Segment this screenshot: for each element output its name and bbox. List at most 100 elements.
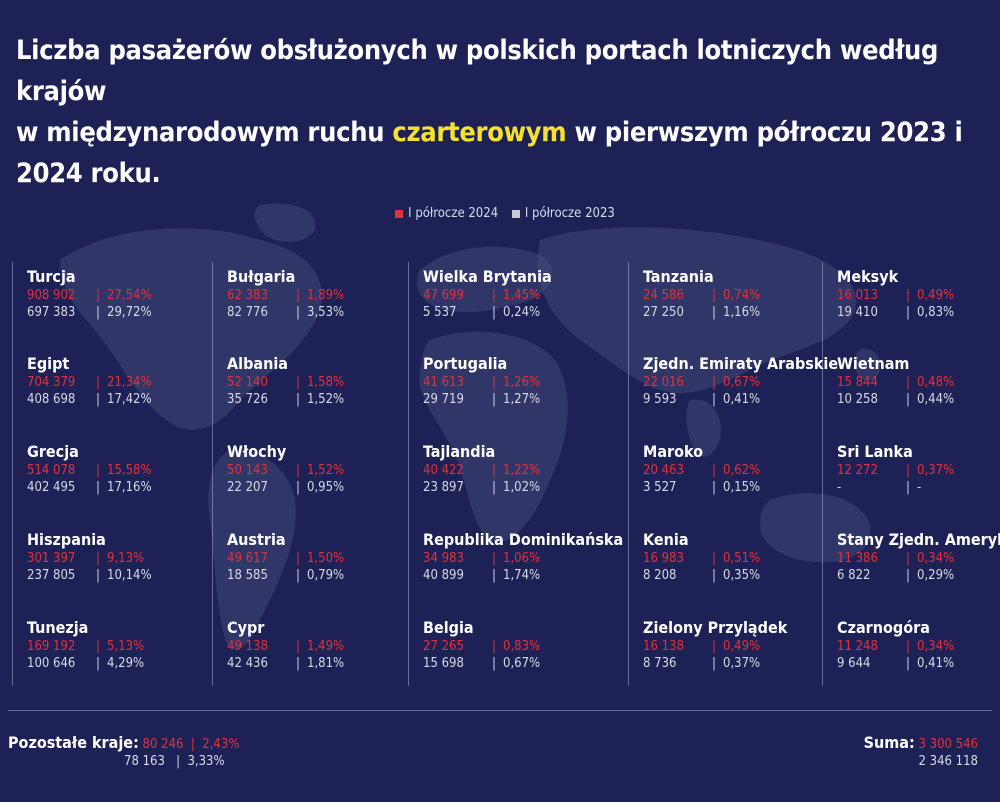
separator: |	[712, 288, 716, 303]
separator: |	[296, 288, 300, 303]
value-2023: 8 736	[643, 656, 677, 671]
row-2023: 35 726 | 1,52%	[227, 391, 417, 408]
value-2023: 3 527	[643, 480, 677, 495]
row-2023: 10 258 | 0,44%	[837, 391, 1000, 408]
country-column: Bułgaria 62 383 | 1,89% 82 776 | 3,53% Albania 5…	[212, 262, 407, 686]
country-entry: Bułgaria 62 383 | 1,89% 82 776 | 3,53%	[227, 267, 417, 321]
country-name: Austria	[227, 530, 286, 549]
country-name: Albania	[227, 354, 288, 373]
row-2023: 9 644 | 0,41%	[837, 655, 1000, 672]
country-entry: Włochy 50 143 | 1,52% 22 207 | 0,95%	[227, 442, 417, 496]
row-2024: 15 844 | 0,48%	[837, 374, 1000, 391]
separator: |	[296, 568, 300, 583]
row-2024: 62 383 | 1,89%	[227, 287, 417, 304]
percent-2023: 0,35%	[723, 568, 761, 583]
separator: |	[712, 480, 716, 495]
row-2023: 15 698 | 0,67%	[423, 655, 613, 672]
page-title: Liczba pasażerów obsłużonych w polskich …	[16, 30, 986, 194]
separator: |	[712, 463, 716, 478]
country-entry: Tunezja 169 192 | 5,13% 100 646 | 4,29%	[27, 618, 217, 672]
percent-2023: 0,37%	[723, 656, 761, 671]
percent-2024: 1,22%	[503, 463, 541, 478]
percent-2024: 0,74%	[723, 288, 761, 303]
country-name: Zielony Przylądek	[643, 618, 788, 637]
row-2024: 27 265 | 0,83%	[423, 638, 613, 655]
separator: |	[296, 375, 300, 390]
value-2023: 10 258	[837, 392, 878, 407]
value-2023: 237 805	[27, 568, 76, 583]
value-2023: 9 593	[643, 392, 677, 407]
country-column: Tanzania 24 586 | 0,74% 27 250 | 1,16% Zjedn. E…	[628, 262, 838, 686]
row-2023: 29 719 | 1,27%	[423, 391, 613, 408]
value-2023: 6 822	[837, 568, 871, 583]
row-2023: 100 646 | 4,29%	[27, 655, 217, 672]
percent-2024: 1,49%	[307, 639, 345, 654]
total-summary: Suma: 3 300 546 2 346 118	[864, 734, 978, 770]
row-2024: 908 902 | 27,54%	[27, 287, 217, 304]
world-map-background	[60, 203, 881, 650]
percent-2023: 4,29%	[107, 656, 145, 671]
percent-2024: 0,67%	[723, 375, 761, 390]
other-countries-summary: Pozostałe kraje: 80 246 | 2,43% 78 163 |…	[8, 734, 239, 770]
country-entry: Tajlandia 40 422 | 1,22% 23 897 | 1,02%	[423, 442, 613, 496]
title-line-2-b: w pierwszym półroczu 2023 i 2024 roku.	[16, 117, 963, 189]
separator: |	[906, 656, 910, 671]
row-2024: 52 140 | 1,58%	[227, 374, 417, 391]
percent-2023: 0,44%	[917, 392, 955, 407]
row-2024: 16 138 | 0,49%	[643, 638, 833, 655]
country-entry: Republika Dominikańska 34 983 | 1,06% 40 899…	[423, 530, 623, 584]
country-column: Meksyk 16 013 | 0,49% 19 410 | 0,83% Wietnam 15 …	[822, 262, 1000, 686]
chart-legend: I półrocze 2024 I półrocze 2023	[0, 206, 1000, 221]
separator: |	[906, 463, 910, 478]
percent-2024: 1,58%	[307, 375, 345, 390]
value-2023: 29 719	[423, 392, 464, 407]
country-entry: Zielony Przylądek 16 138 | 0,49% 8 736 | 0,37%	[643, 618, 833, 672]
percent-2023: 1,02%	[503, 480, 541, 495]
separator: |	[906, 305, 910, 320]
row-2023: 18 585 | 0,79%	[227, 567, 417, 584]
other-separator: |	[187, 737, 199, 752]
value-2023: 40 899	[423, 568, 464, 583]
value-2024: 49 138	[227, 639, 268, 654]
value-2024: 15 844	[837, 375, 878, 390]
percent-2024: 15,58%	[107, 463, 152, 478]
value-2024: 169 192	[27, 639, 76, 654]
separator: |	[906, 551, 910, 566]
country-name: Bułgaria	[227, 267, 296, 286]
country-entry: Portugalia 41 613 | 1,26% 29 719 | 1,27%	[423, 354, 613, 408]
country-name: Kenia	[643, 530, 689, 549]
value-2024: 24 586	[643, 288, 684, 303]
percent-2023: 0,29%	[917, 568, 955, 583]
value-2023: 402 495	[27, 480, 76, 495]
country-name: Portugalia	[423, 354, 508, 373]
separator: |	[296, 656, 300, 671]
country-name: Tajlandia	[423, 442, 496, 461]
value-2023: 100 646	[27, 656, 76, 671]
percent-2023: 0,41%	[723, 392, 761, 407]
percent-2023: 17,42%	[107, 392, 152, 407]
row-2023: 5 537 | 0,24%	[423, 304, 613, 321]
legend-swatch-2023	[511, 209, 520, 218]
row-2023: 8 736 | 0,37%	[643, 655, 833, 672]
separator: |	[96, 288, 100, 303]
value-2023: 22 207	[227, 480, 268, 495]
country-entry: Cypr 49 138 | 1,49% 42 436 | 1,81%	[227, 618, 417, 672]
row-2023: 697 383 | 29,72%	[27, 304, 217, 321]
legend-entry-2024: I półrocze 2024	[408, 206, 499, 221]
separator: |	[906, 392, 910, 407]
separator: |	[906, 288, 910, 303]
separator: |	[492, 656, 496, 671]
separator: |	[492, 375, 496, 390]
percent-2023: 17,16%	[107, 480, 152, 495]
title-highlight: czarterowym	[392, 117, 567, 148]
row-2023: 408 698 | 17,42%	[27, 391, 217, 408]
percent-2024: 0,34%	[917, 639, 955, 654]
value-2023: 23 897	[423, 480, 464, 495]
row-2023: 27 250 | 1,16%	[643, 304, 833, 321]
sum-value-2023: 2 346 118	[918, 754, 978, 769]
separator: |	[492, 568, 496, 583]
title-line-2: w międzynarodowym ruchu czarterowym w pi…	[16, 112, 986, 194]
country-name: Sri Lanka	[837, 442, 913, 461]
country-entry: Zjedn. Emiraty Arabskie 22 016 | 0,67% 9 593…	[643, 354, 838, 408]
percent-2023: 1,81%	[307, 656, 345, 671]
